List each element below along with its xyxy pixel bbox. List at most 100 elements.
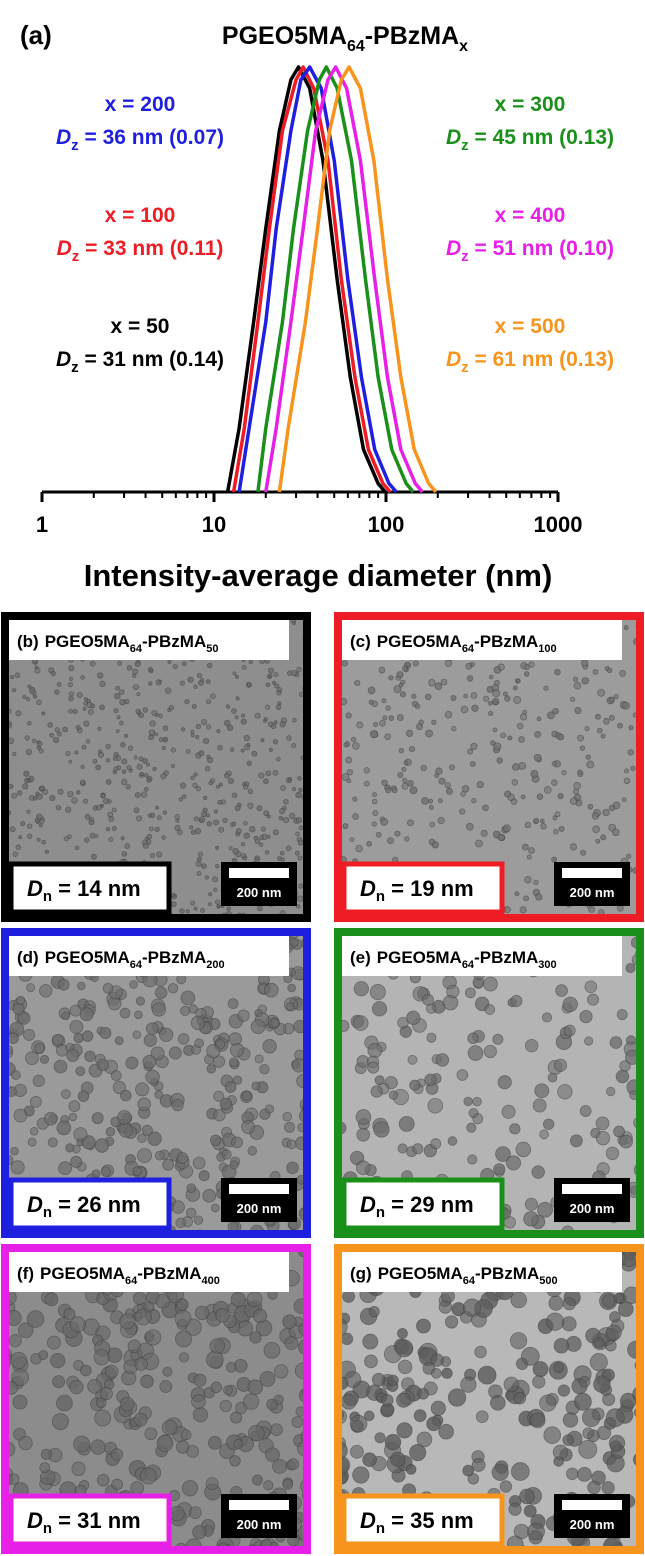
particle — [80, 1008, 93, 1021]
particle — [574, 682, 581, 689]
text-segment: -PBzMA — [474, 632, 538, 651]
particle — [274, 721, 277, 724]
particle — [37, 794, 43, 800]
particle — [269, 748, 272, 751]
particle — [439, 1424, 454, 1439]
particle — [193, 1526, 206, 1539]
particle — [122, 770, 126, 774]
particle — [175, 814, 180, 819]
particle — [343, 1290, 355, 1302]
particle — [37, 838, 40, 841]
particle — [265, 1105, 273, 1113]
particle — [525, 1198, 537, 1210]
particle — [369, 1306, 379, 1316]
particle — [126, 785, 130, 789]
particle — [26, 749, 31, 754]
particle — [66, 751, 70, 755]
particle — [381, 818, 388, 825]
particle — [163, 1367, 172, 1376]
text-segment: 64 — [130, 643, 143, 655]
text-segment: -PBzMA — [475, 1264, 539, 1283]
particle — [12, 688, 16, 692]
particle — [135, 1309, 151, 1325]
particle — [387, 838, 393, 844]
particle — [249, 826, 255, 832]
text-segment: -PBzMA — [142, 632, 206, 651]
text-segment: D — [446, 348, 461, 371]
text-segment: 64 — [130, 959, 143, 971]
particle — [598, 689, 605, 696]
particle — [109, 837, 113, 841]
text-segment: = 33 nm (0.11) — [79, 237, 223, 260]
particle — [82, 1031, 93, 1042]
particle — [115, 1037, 123, 1045]
particle — [381, 1394, 393, 1406]
particle — [601, 734, 605, 738]
particle — [195, 828, 201, 834]
particle — [133, 684, 138, 689]
particle — [137, 764, 142, 769]
particle — [92, 1113, 103, 1124]
particle — [32, 739, 36, 743]
particle — [497, 758, 503, 764]
particle — [593, 826, 600, 833]
particle — [385, 1434, 401, 1450]
particle — [398, 772, 403, 777]
text-segment: PGEO5MA — [222, 22, 347, 50]
particle — [207, 821, 212, 826]
particle — [585, 726, 589, 730]
particle — [9, 1335, 21, 1347]
particle — [241, 714, 244, 717]
particle — [52, 1413, 68, 1429]
particle — [50, 733, 54, 737]
particle — [19, 1436, 33, 1450]
particle — [155, 806, 158, 809]
particle — [163, 811, 167, 815]
particle — [144, 787, 148, 791]
particle — [410, 1444, 426, 1460]
particle — [27, 834, 32, 839]
particle — [191, 733, 194, 736]
text-segment: D — [446, 237, 461, 260]
particle — [39, 985, 52, 998]
particle — [69, 666, 74, 671]
particle — [180, 783, 186, 789]
text-segment: 100 — [538, 643, 556, 655]
particle — [279, 816, 283, 820]
particle — [436, 768, 443, 775]
particle — [364, 768, 370, 774]
particle — [124, 734, 127, 737]
particle — [106, 744, 111, 749]
particle — [292, 967, 305, 980]
text-segment: PGEO5MA — [377, 948, 462, 967]
particle — [483, 696, 488, 701]
particle — [544, 686, 548, 690]
particle — [261, 827, 265, 831]
particle — [464, 694, 468, 698]
particle — [602, 1295, 615, 1308]
particle — [473, 1097, 482, 1106]
particle — [171, 748, 176, 753]
particle — [472, 705, 479, 712]
particle — [235, 675, 238, 678]
particle — [421, 765, 427, 771]
particle — [45, 1293, 58, 1306]
particle — [203, 796, 207, 800]
particle — [222, 1150, 231, 1159]
particle — [253, 1309, 267, 1323]
particle — [356, 1161, 370, 1175]
particle — [72, 798, 78, 804]
particle — [603, 809, 610, 816]
particle — [194, 773, 198, 777]
particle — [445, 1316, 457, 1328]
particle — [59, 1162, 72, 1175]
particle — [26, 984, 34, 992]
particle — [515, 892, 519, 896]
particle — [187, 1184, 196, 1193]
particle — [28, 779, 32, 783]
particle — [296, 832, 300, 836]
particle — [90, 704, 94, 708]
x-tick-label: 1000 — [534, 512, 583, 537]
particle — [271, 724, 276, 729]
particle — [382, 699, 386, 703]
